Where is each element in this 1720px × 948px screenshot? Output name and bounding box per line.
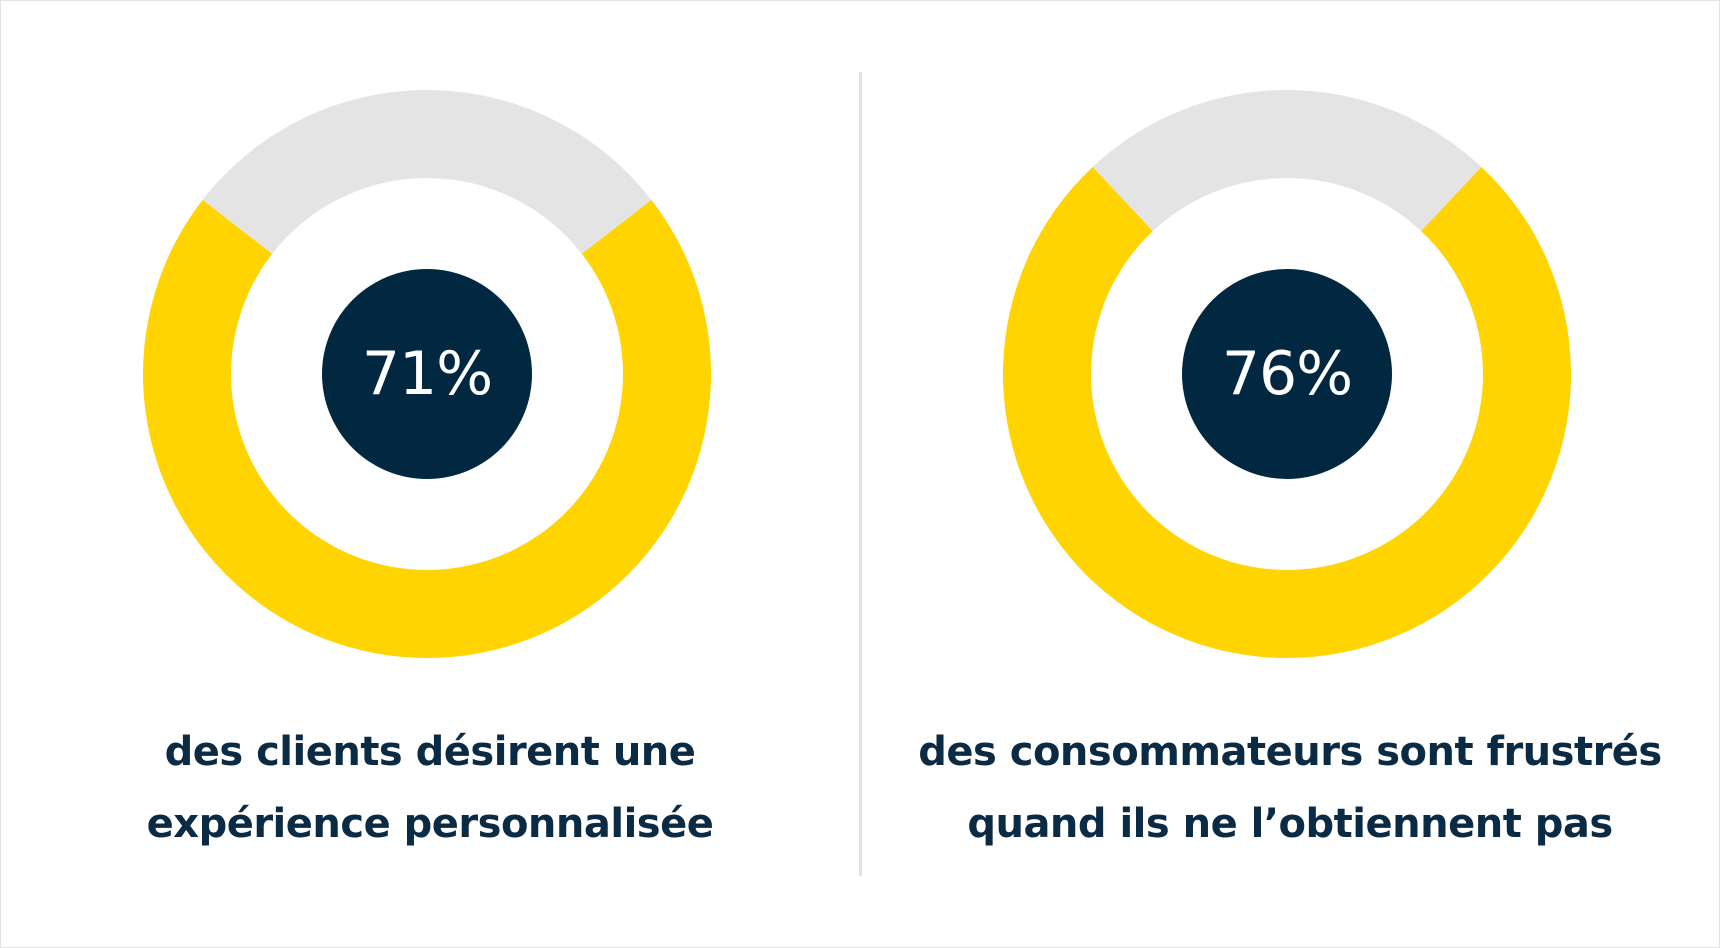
donut-slice-remainder (202, 89, 652, 254)
donut-slice-value (142, 199, 711, 658)
center-percentage-label: 71% (362, 339, 492, 409)
center-badge (1182, 269, 1392, 479)
stat-panel-consumers: 76% des consommateurs sont frustrés quan… (860, 0, 1720, 948)
center-badge (322, 269, 532, 479)
donut-slice-value (1003, 166, 1571, 659)
panel-divider (859, 72, 862, 876)
donut-chart-consumers: 76% (1003, 90, 1571, 659)
caption-line-1: des consommateurs sont frustrés (918, 729, 1662, 775)
donut-slice-remainder (1092, 90, 1482, 232)
caption-line-2: expérience personnalisée (146, 801, 714, 847)
stat-panel-clients: 71% des clients désirent une expérience … (0, 89, 860, 860)
stat-caption: des consommateurs sont frustrés quand il… (860, 716, 1720, 860)
stat-caption: des clients désirent une expérience pers… (0, 716, 860, 860)
caption-line-2: quand ils ne l’obtiennent pas (967, 801, 1613, 847)
donut-chart-clients: 71% (142, 89, 711, 658)
center-percentage-label: 76% (1222, 339, 1352, 409)
caption-line-1: des clients désirent une (164, 729, 696, 775)
